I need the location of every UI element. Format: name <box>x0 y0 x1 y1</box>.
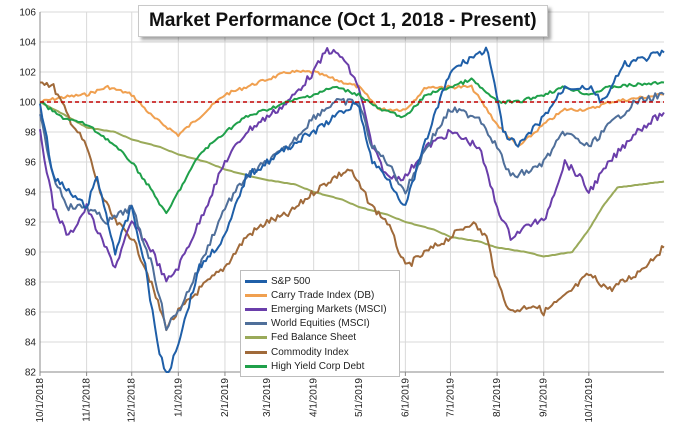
legend-swatch <box>245 279 267 283</box>
legend-label: World Equities (MSCI) <box>271 318 370 330</box>
legend-swatch <box>245 336 267 340</box>
x-tick-label: 11/1/2018 <box>82 378 93 422</box>
x-tick-label: 10/1/2018 <box>35 378 46 423</box>
y-tick-label: 104 <box>19 38 36 49</box>
y-tick-label: 94 <box>25 188 37 199</box>
legend-swatch <box>245 350 267 354</box>
y-tick-label: 88 <box>25 278 37 289</box>
series-line-fed-balance-sheet <box>39 101 665 258</box>
x-tick-label: 9/1/2019 <box>539 378 550 417</box>
x-tick-label: 6/1/2019 <box>400 378 411 417</box>
x-tick-label: 1/1/2019 <box>173 378 184 417</box>
legend-item: Carry Trade Index (DB) <box>245 288 395 302</box>
x-tick-label: 8/1/2019 <box>492 378 503 417</box>
x-tick-label: 12/1/2018 <box>127 378 138 423</box>
y-tick-label: 84 <box>25 338 37 349</box>
x-tick-label: 3/1/2019 <box>262 378 273 417</box>
legend-label: S&P 500 <box>271 275 311 287</box>
y-tick-label: 82 <box>25 368 37 379</box>
legend-swatch <box>245 322 267 326</box>
x-tick-label: 4/1/2019 <box>309 378 320 417</box>
legend-swatch <box>245 293 267 297</box>
legend-label: Emerging Markets (MSCI) <box>271 303 387 315</box>
y-tick-label: 102 <box>19 68 36 79</box>
legend-label: High Yield Corp Debt <box>271 360 365 372</box>
series-line-emerging-markets-msci <box>39 47 665 283</box>
y-tick-label: 100 <box>19 98 36 109</box>
x-tick-label: 5/1/2019 <box>354 378 365 417</box>
y-tick-label: 98 <box>25 128 37 139</box>
y-axis: 82 84 86 88 90 92 94 96 98 100 102 104 106 <box>19 8 41 379</box>
series-line-s-p-500 <box>39 46 665 373</box>
legend-item: S&P 500 <box>245 274 395 288</box>
legend-label: Fed Balance Sheet <box>271 332 357 344</box>
y-tick-label: 96 <box>25 158 37 169</box>
chart-series <box>39 46 665 373</box>
y-tick-label: 90 <box>25 248 37 259</box>
legend-item: Emerging Markets (MSCI) <box>245 302 395 316</box>
chart-title: Market Performance (Oct 1, 2018 - Presen… <box>138 5 548 37</box>
x-tick-label: 7/1/2019 <box>445 378 456 417</box>
x-tick-label: 10/1/2019 <box>584 378 595 423</box>
legend-swatch <box>245 307 267 311</box>
legend-swatch <box>245 364 267 368</box>
legend-item: World Equities (MSCI) <box>245 317 395 331</box>
series-line-world-equities-msci <box>39 91 665 331</box>
y-tick-label: 106 <box>19 8 36 19</box>
series-line-high-yield-corp-debt <box>39 77 665 215</box>
y-tick-label: 92 <box>25 218 37 229</box>
series-line-carry-trade-index-db <box>39 69 665 148</box>
legend-label: Carry Trade Index (DB) <box>271 289 375 301</box>
legend-item: High Yield Corp Debt <box>245 359 395 373</box>
legend-label: Commodity Index <box>271 346 349 358</box>
chart-legend: S&P 500 Carry Trade Index (DB) Emerging Ma… <box>240 270 400 378</box>
y-tick-label: 86 <box>25 308 37 319</box>
legend-item: Fed Balance Sheet <box>245 331 395 345</box>
legend-item: Commodity Index <box>245 345 395 359</box>
x-tick-label: 2/1/2019 <box>220 378 231 417</box>
